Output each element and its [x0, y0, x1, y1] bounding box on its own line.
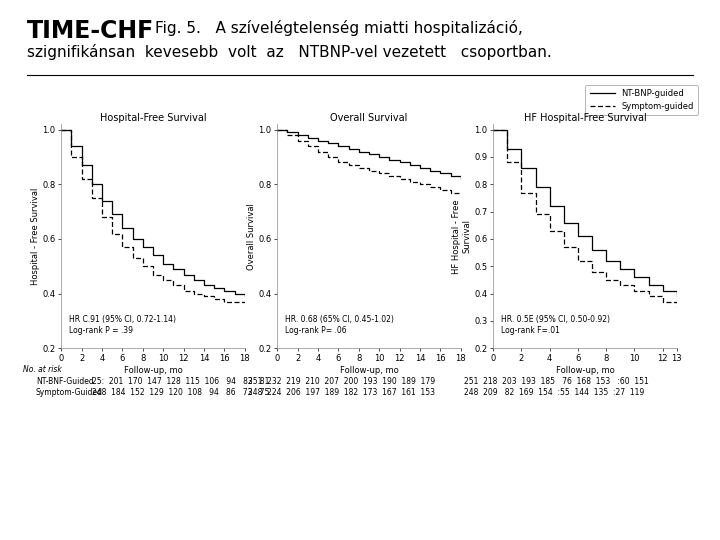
Text: HR. 0.5E (95% Cl, 0.50-0.92)
Log-rank F=.01: HR. 0.5E (95% Cl, 0.50-0.92) Log-rank F=… [500, 315, 610, 335]
Text: HR C.91 (95% Cl, 0.72-1.14)
Log-rank P = .39: HR C.91 (95% Cl, 0.72-1.14) Log-rank P =… [68, 315, 176, 335]
Y-axis label: HF Hospital - Free
Survival: HF Hospital - Free Survival [452, 199, 472, 274]
Text: HR. 0.68 (65% Cl, 0.45-1.02)
Log-rank P= .06: HR. 0.68 (65% Cl, 0.45-1.02) Log-rank P=… [284, 315, 393, 335]
Title: Hospital-Free Survival: Hospital-Free Survival [99, 113, 207, 124]
X-axis label: Follow-up, mo: Follow-up, mo [340, 366, 398, 375]
Text: szignifikánsan  kevesebb  volt  az   NTBNP-vel vezetett   csoportban.: szignifikánsan kevesebb volt az NTBNP-ve… [27, 44, 552, 60]
Text: 251  232  219  210  207  200  193  190  189  179: 251 232 219 210 207 200 193 190 189 179 [248, 377, 436, 386]
Text: NT-BNF-Guided: NT-BNF-Guided [36, 377, 94, 386]
Y-axis label: Hospital - Free Survival: Hospital - Free Survival [31, 187, 40, 285]
Text: TIME-CHF: TIME-CHF [27, 19, 155, 43]
Y-axis label: Overall Survival: Overall Survival [247, 203, 256, 269]
Text: 251  218  203  193  185   76  168  153   :60  151: 251 218 203 193 185 76 168 153 :60 151 [464, 377, 649, 386]
Title: HF Hospital-Free Survival: HF Hospital-Free Survival [523, 113, 647, 124]
Text: 248  224  206  197  189  182  173  167  161  153: 248 224 206 197 189 182 173 167 161 153 [248, 388, 436, 397]
Text: No. at risk: No. at risk [23, 364, 62, 374]
Text: 248  184  152  129  120  108   94   86   73   75: 248 184 152 129 120 108 94 86 73 75 [92, 388, 269, 397]
X-axis label: Follow-up, mo: Follow-up, mo [124, 366, 182, 375]
Legend: NT-BNP-guided, Symptom-guided: NT-BNP-guided, Symptom-guided [585, 85, 698, 115]
X-axis label: Follow-up, mo: Follow-up, mo [556, 366, 614, 375]
Title: Overall Survival: Overall Survival [330, 113, 408, 124]
Text: 25:  201  170  147  128  115  106   94   83   81: 25: 201 170 147 128 115 106 94 83 81 [92, 377, 269, 386]
Text: Fig. 5.   A szívelégtelenség miatti hospitalizáció,: Fig. 5. A szívelégtelenség miatti hospit… [155, 20, 523, 36]
Text: Symptom-Guided: Symptom-Guided [36, 388, 103, 397]
Text: 248  209   82  169  154  :55  144  135  :27  119: 248 209 82 169 154 :55 144 135 :27 119 [464, 388, 644, 397]
